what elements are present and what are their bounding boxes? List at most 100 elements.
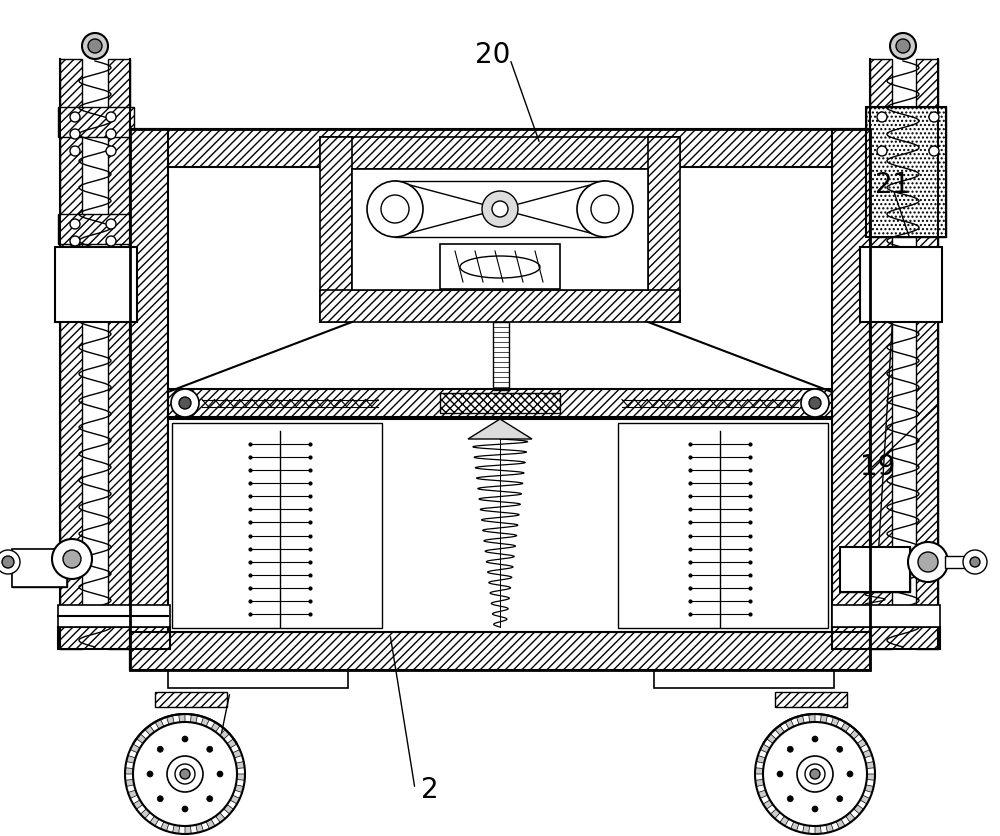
Polygon shape (150, 816, 159, 826)
Polygon shape (850, 730, 860, 739)
Circle shape (167, 756, 203, 792)
Bar (130, 130, 870, 168)
Polygon shape (780, 816, 789, 826)
Bar (648, 138, 680, 323)
Polygon shape (841, 722, 850, 732)
Polygon shape (140, 808, 150, 818)
Circle shape (918, 553, 938, 573)
Polygon shape (220, 730, 230, 739)
Polygon shape (770, 808, 780, 818)
Bar (58, 215, 134, 245)
Circle shape (877, 113, 887, 123)
Bar (155, 692, 227, 707)
Bar (832, 130, 870, 670)
Bar (832, 605, 940, 627)
Bar (130, 632, 870, 670)
Polygon shape (237, 774, 245, 780)
Bar (320, 138, 680, 170)
Polygon shape (775, 726, 784, 736)
Bar (352, 170, 648, 291)
Polygon shape (866, 762, 875, 768)
Circle shape (171, 390, 199, 417)
Bar (172, 424, 382, 628)
Circle shape (106, 130, 116, 140)
Bar (832, 627, 940, 650)
Text: 21: 21 (875, 171, 911, 199)
Polygon shape (161, 822, 169, 831)
Circle shape (591, 196, 619, 224)
Circle shape (908, 543, 948, 583)
Circle shape (133, 722, 237, 826)
Bar (130, 130, 870, 670)
Polygon shape (233, 750, 242, 758)
Polygon shape (468, 420, 532, 440)
Polygon shape (211, 722, 220, 732)
Bar (493, 323, 509, 390)
Bar (0, 558, 15, 568)
Polygon shape (230, 795, 240, 804)
Circle shape (787, 796, 793, 802)
Bar (12, 549, 67, 588)
Circle shape (805, 764, 825, 784)
Polygon shape (766, 734, 776, 743)
Bar (12, 549, 67, 588)
Polygon shape (846, 813, 855, 823)
Polygon shape (125, 767, 133, 774)
Bar (168, 390, 832, 417)
Circle shape (182, 806, 188, 812)
Bar (618, 424, 828, 628)
Polygon shape (196, 823, 204, 833)
Bar (916, 60, 938, 650)
Polygon shape (854, 804, 864, 814)
Bar (866, 108, 946, 237)
Circle shape (70, 113, 80, 123)
Bar (440, 245, 560, 289)
Polygon shape (755, 767, 763, 774)
Circle shape (929, 147, 939, 157)
Circle shape (88, 40, 102, 54)
Circle shape (381, 196, 409, 224)
Polygon shape (201, 717, 209, 726)
Polygon shape (224, 804, 234, 814)
Circle shape (179, 398, 191, 410)
Circle shape (877, 147, 887, 157)
Polygon shape (826, 823, 834, 833)
Bar (168, 390, 832, 417)
Bar (320, 138, 352, 323)
Circle shape (763, 722, 867, 826)
Polygon shape (831, 717, 839, 726)
Polygon shape (155, 719, 164, 729)
Polygon shape (860, 795, 870, 804)
Polygon shape (173, 825, 180, 833)
Circle shape (2, 556, 14, 568)
Circle shape (812, 806, 818, 812)
Circle shape (847, 771, 853, 777)
Ellipse shape (460, 257, 540, 278)
Circle shape (492, 201, 508, 217)
Polygon shape (166, 716, 174, 725)
Polygon shape (227, 739, 237, 748)
Circle shape (175, 764, 195, 784)
Circle shape (963, 550, 987, 574)
Polygon shape (760, 744, 770, 753)
Polygon shape (864, 785, 874, 793)
Circle shape (182, 737, 188, 742)
Polygon shape (133, 800, 143, 809)
Bar (840, 548, 910, 592)
Circle shape (106, 237, 116, 247)
Circle shape (837, 747, 843, 752)
Bar (58, 108, 134, 138)
Circle shape (82, 34, 108, 60)
Bar (945, 556, 970, 568)
Polygon shape (185, 826, 191, 834)
Polygon shape (179, 714, 185, 722)
Polygon shape (125, 779, 134, 787)
Bar (440, 394, 560, 414)
Polygon shape (236, 762, 245, 768)
Text: 1: 1 (176, 775, 194, 803)
Text: 20: 20 (475, 41, 511, 69)
Circle shape (837, 796, 843, 802)
Polygon shape (128, 790, 137, 798)
Text: 2: 2 (421, 775, 439, 803)
Bar (168, 670, 348, 688)
